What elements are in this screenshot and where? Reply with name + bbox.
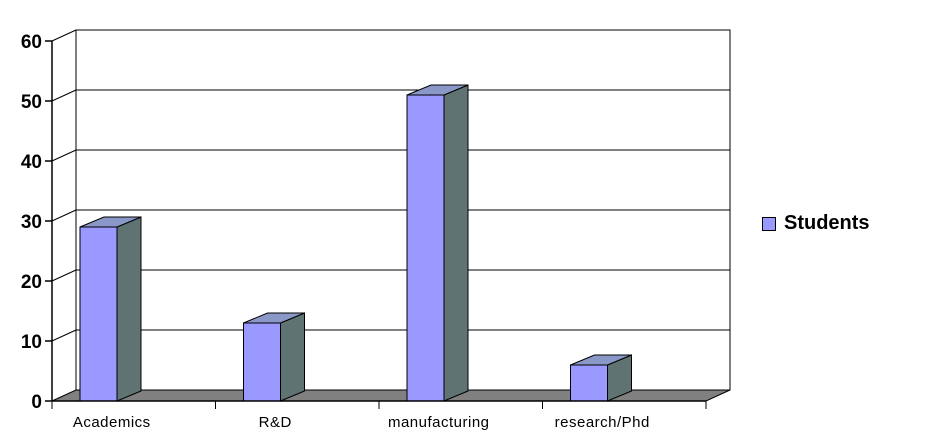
bar-side bbox=[443, 84, 469, 402]
x-category-label: Academics bbox=[73, 414, 151, 431]
bar-front bbox=[79, 226, 118, 402]
bar bbox=[243, 312, 305, 402]
bar-front bbox=[243, 322, 281, 402]
x-axis-category-labels: Academics R&D manufacturing research/Phd bbox=[73, 414, 650, 431]
x-category-label: manufacturing bbox=[388, 414, 490, 431]
bars bbox=[79, 84, 632, 402]
y-tick-label: 40 bbox=[21, 152, 42, 173]
legend-label: Students bbox=[784, 212, 870, 234]
legend: Students bbox=[762, 212, 870, 235]
bar bbox=[79, 216, 142, 402]
gridline-diagonal bbox=[51, 329, 77, 342]
y-tick-label: 10 bbox=[21, 332, 42, 353]
axes bbox=[45, 40, 707, 409]
gridlines bbox=[51, 29, 730, 342]
y-tick-label: 60 bbox=[21, 32, 42, 53]
x-category-label: research/Phd bbox=[555, 414, 650, 431]
bar-side bbox=[116, 216, 142, 402]
gridline-diagonal bbox=[51, 149, 77, 162]
gridline-diagonal bbox=[51, 29, 77, 42]
bar bbox=[570, 354, 632, 402]
legend-swatch bbox=[762, 216, 776, 231]
y-tick-label: 30 bbox=[21, 212, 42, 233]
gridline-diagonal bbox=[51, 269, 77, 282]
bar bbox=[406, 84, 469, 402]
y-tick-label: 50 bbox=[21, 92, 42, 113]
y-tick-label: 0 bbox=[31, 392, 42, 413]
y-axis-tick-labels: 0 10 20 30 40 50 60 bbox=[21, 32, 42, 413]
bar-front bbox=[570, 364, 608, 402]
gridline-diagonal bbox=[51, 209, 77, 222]
bar-side bbox=[280, 312, 305, 402]
gridline-diagonal bbox=[51, 89, 77, 102]
bar-front bbox=[406, 94, 445, 402]
y-tick-label: 20 bbox=[21, 272, 42, 293]
x-category-label: R&D bbox=[259, 414, 292, 431]
